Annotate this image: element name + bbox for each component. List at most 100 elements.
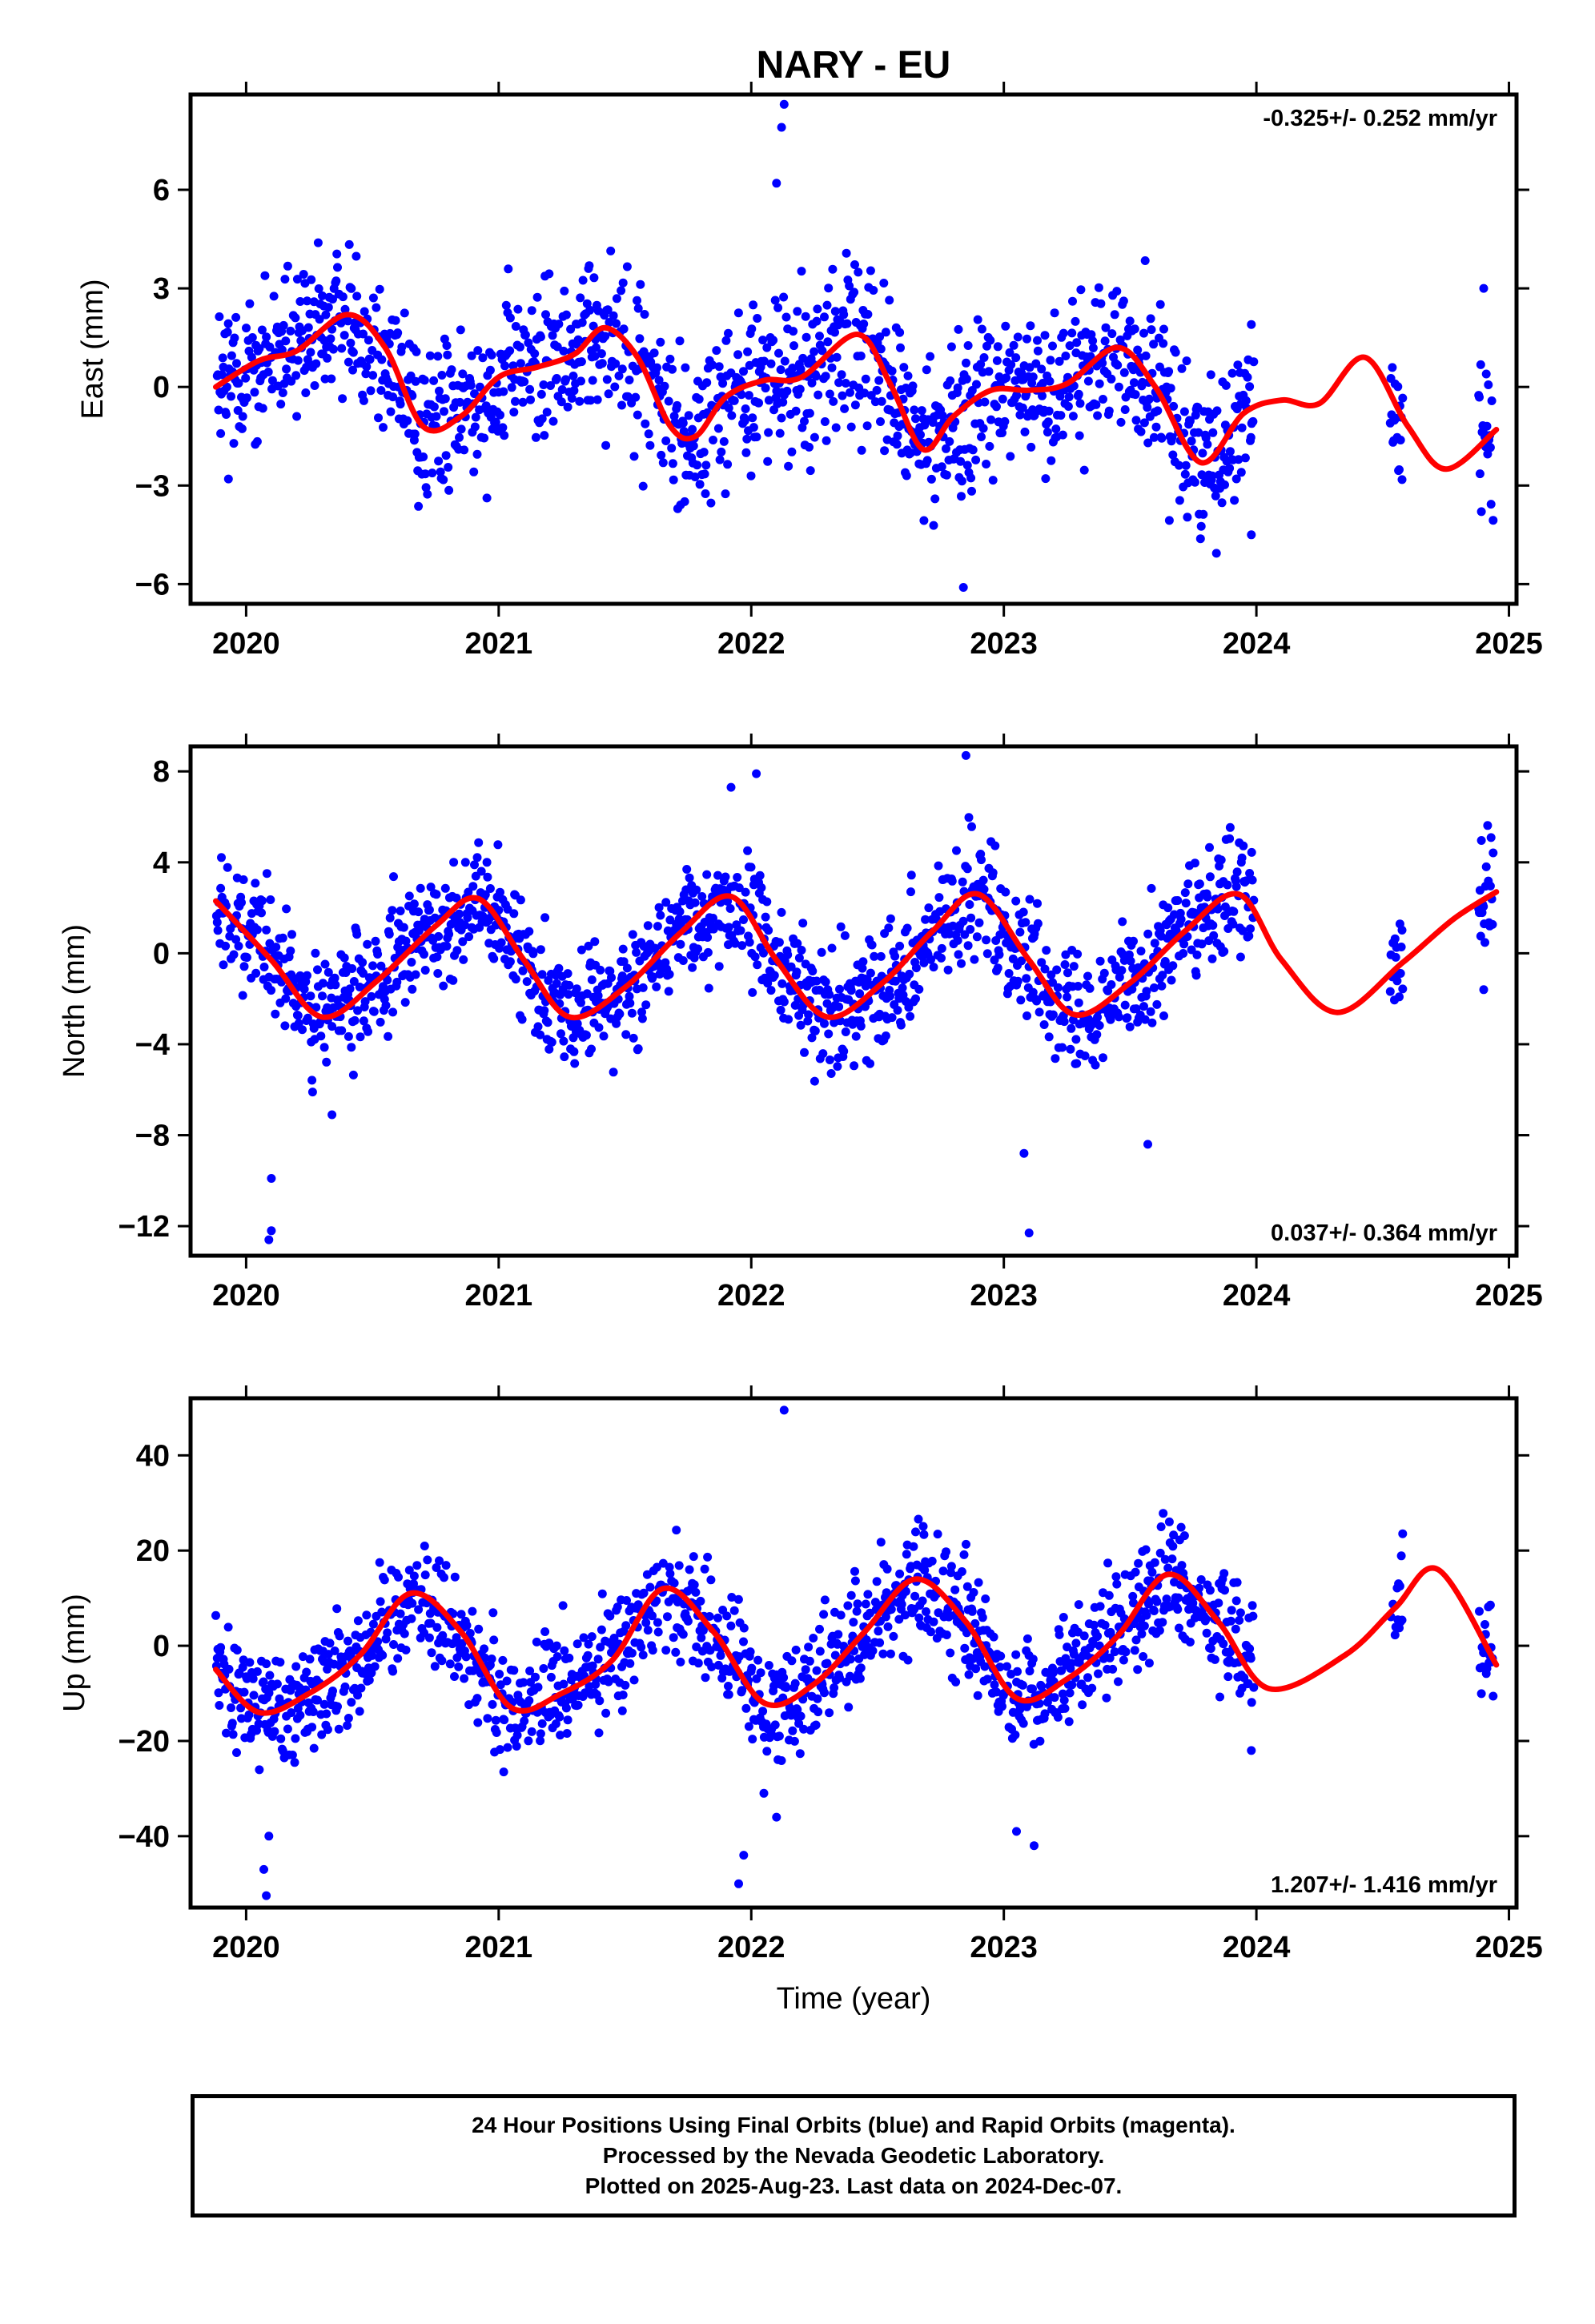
data-point: [618, 278, 628, 287]
data-point: [746, 471, 756, 480]
data-point: [1396, 969, 1405, 978]
data-point: [724, 923, 733, 932]
data-point: [748, 1735, 757, 1744]
data-point: [1060, 960, 1070, 969]
data-point: [791, 1645, 801, 1655]
data-point: [299, 270, 308, 279]
data-point: [1206, 1644, 1215, 1653]
data-point: [1163, 1563, 1173, 1573]
data-point: [1155, 1548, 1165, 1558]
data-point: [377, 1607, 387, 1617]
data-point: [764, 926, 773, 935]
data-point: [1096, 299, 1106, 308]
outlier-point: [1247, 1746, 1256, 1755]
data-point: [766, 986, 776, 995]
data-point: [664, 987, 673, 996]
data-point: [425, 351, 435, 360]
data-point: [1476, 836, 1486, 845]
data-point: [437, 1656, 447, 1666]
data-point: [676, 1657, 685, 1667]
data-point: [1212, 406, 1222, 416]
data-point: [929, 1617, 938, 1626]
up-plot-frame: [188, 1396, 1519, 1910]
data-point: [1112, 287, 1122, 296]
data-point: [527, 1727, 536, 1736]
data-point: [745, 938, 754, 947]
data-point: [1011, 896, 1021, 906]
data-point: [895, 1569, 905, 1578]
data-point: [957, 1567, 966, 1576]
data-point: [674, 1561, 684, 1570]
data-point: [1074, 1600, 1083, 1610]
data-point: [1059, 1017, 1069, 1027]
data-point: [1385, 987, 1395, 996]
data-point: [988, 868, 998, 878]
data-point: [804, 1642, 814, 1652]
data-point: [716, 1651, 725, 1660]
data-point: [773, 303, 783, 312]
data-point: [881, 328, 890, 337]
data-point: [764, 428, 773, 437]
data-point: [911, 1527, 920, 1537]
data-point: [468, 882, 478, 891]
data-point: [964, 813, 974, 822]
data-point: [748, 413, 757, 423]
data-point: [333, 1702, 342, 1711]
data-point: [747, 324, 757, 334]
data-point: [1219, 1569, 1229, 1578]
data-point: [789, 327, 798, 336]
data-point: [320, 959, 330, 969]
data-point: [1083, 971, 1092, 981]
data-point: [348, 1070, 358, 1080]
data-point: [863, 1590, 873, 1599]
x-tick-label: 2022: [717, 627, 785, 661]
data-point: [638, 481, 648, 491]
data-point: [1174, 1593, 1183, 1602]
data-point: [1058, 1043, 1067, 1052]
data-point: [758, 336, 768, 345]
data-point: [946, 1562, 956, 1571]
data-point: [1020, 427, 1030, 436]
data-point: [1247, 847, 1256, 857]
data-point: [587, 1632, 597, 1642]
data-point: [779, 292, 789, 302]
data-point: [1211, 549, 1221, 558]
data-point: [957, 959, 966, 968]
data-point: [739, 915, 748, 924]
data-point: [432, 1563, 441, 1572]
data-point: [1002, 373, 1011, 383]
data-point: [970, 1618, 980, 1628]
data-point: [937, 943, 946, 953]
data-point: [469, 467, 479, 476]
data-point: [252, 1667, 262, 1676]
data-point: [812, 316, 822, 326]
data-point: [1166, 384, 1175, 393]
data-point: [874, 1626, 883, 1636]
data-point: [1396, 436, 1405, 444]
data-point: [1093, 1631, 1103, 1641]
data-point: [507, 383, 516, 392]
data-point: [434, 931, 444, 941]
data-point: [992, 402, 1001, 412]
data-point: [1187, 436, 1196, 446]
data-point: [597, 1625, 606, 1634]
data-point: [774, 1731, 784, 1741]
data-point: [796, 364, 806, 374]
data-point: [1004, 969, 1014, 978]
data-point: [1010, 1730, 1020, 1739]
data-point: [779, 997, 789, 1007]
data-point: [1480, 1620, 1489, 1629]
data-point: [684, 411, 693, 420]
data-point: [286, 326, 295, 336]
data-point: [665, 1569, 675, 1578]
data-point: [1482, 421, 1492, 431]
data-point: [1157, 981, 1167, 991]
data-point: [1237, 423, 1247, 432]
data-point: [1099, 1053, 1107, 1063]
data-point: [861, 1599, 870, 1609]
data-point: [981, 1594, 990, 1603]
data-point: [368, 961, 378, 971]
data-point: [990, 841, 1000, 850]
data-point: [1181, 460, 1191, 470]
data-point: [280, 1021, 290, 1031]
